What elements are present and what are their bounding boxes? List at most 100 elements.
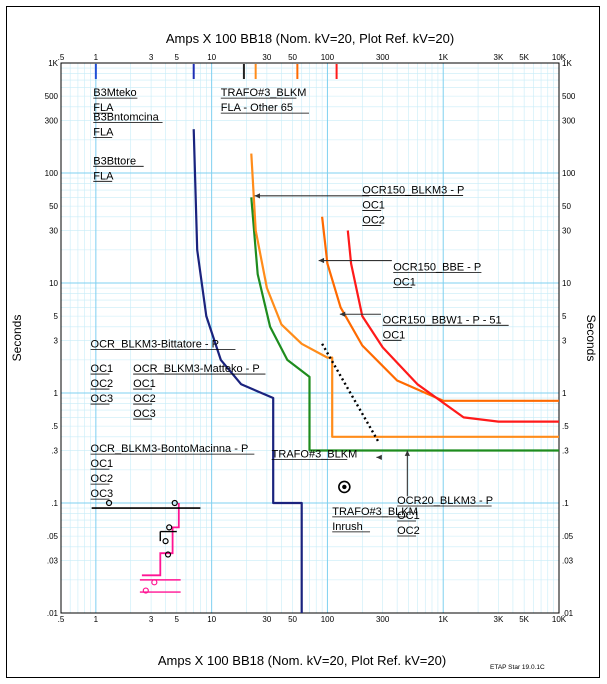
device-label-ocr150-bbw1: OCR150_BBW1 - P - 51 [383,314,502,326]
device-symbol [151,579,158,586]
device-label-ocr150-bbe: OC1 [393,276,416,288]
x-tick-label: 10K [552,53,567,62]
device-label-ocr150-blkm3: OC2 [362,215,385,227]
relay-bracket-symbol [159,530,177,542]
tcc-curve [346,230,559,423]
x-tick-label: 5K [519,615,529,624]
tcc-chart-frame: .5 .5 1 1 3 3 5 5 10 10 30 30 50 50 100 100 300 300 1K 1K 3K… [6,6,600,678]
y-tick-label-left: 50 [49,202,58,211]
y-tick-label-right: 100 [562,169,576,178]
device-label-b3mteko: FLA [93,102,114,114]
device-label-trafo3-inrush: TRAFO#3_BLKM [332,506,418,518]
chart-title-top: Amps X 100 BB18 (Nom. kV=20, Plot Ref. k… [166,31,454,46]
device-label-bittatore-ocs: OC3 [91,393,114,405]
device-symbol [166,524,173,531]
device-label-bittatore-ocs: OC2 [91,378,114,390]
inrush-dotted-line [321,343,381,444]
x-tick-label: 50 [288,53,297,62]
device-label-ocr150-blkm3: OC1 [362,200,385,212]
x-tick-label: 10K [552,615,567,624]
device-label-b3bntomcina: FLA [93,127,114,139]
x-tick-label: 5 [175,615,180,624]
device-label-ocr-blkm3-bontomacinna: OC1 [91,458,114,470]
x-tick-label: 1K [438,615,448,624]
device-label-b3bntomcina: B3Bntomcina [93,112,159,124]
x-tick-label: 3K [494,615,504,624]
x-tick-label: 100 [321,615,335,624]
y-tick-label-right: 1 [562,389,567,398]
device-symbol [142,587,149,594]
label-arrowhead [254,193,261,199]
time-current-chart: .5 .5 1 1 3 3 5 5 10 10 30 30 50 50 100 100 300 300 1K 1K 3K… [10,31,598,671]
x-tick-label: 3K [494,53,504,62]
device-label-trafo3-inrush: Inrush [332,521,363,533]
x-axis-title: Amps X 100 BB18 (Nom. kV=20, Plot Ref. k… [158,653,446,668]
y-tick-label-left: 100 [45,169,59,178]
y-tick-label-left: 500 [45,92,59,101]
device-label-ocr20-blkm3: OC1 [397,510,420,522]
y-tick-label-left: .1 [51,499,58,508]
y-tick-label-right: 10 [562,279,571,288]
y-tick-label-right: .3 [562,447,569,456]
device-label-trafo-fla: FLA - Other 65 [221,102,293,114]
y-tick-label-right: .05 [562,532,574,541]
device-label-ocr-blkm3-bittatore: OCR_BLKM3-Bittatore - P [91,338,219,350]
inrush-point-marker [338,480,351,494]
software-watermark: ETAP Star 19.0.1C [490,664,545,671]
y-axis-title-left: Seconds [10,315,24,362]
tcc-curve [250,197,559,452]
x-tick-label: 3 [149,53,154,62]
device-label-ocr150-blkm3: OCR150_BLKM3 - P [362,185,464,197]
y-tick-label-left: .01 [47,609,59,618]
x-tick-label: 50 [288,615,297,624]
x-tick-label: 30 [262,615,271,624]
device-label-ocr20-blkm3: OCR20_BLKM3 - P [397,495,493,507]
x-tick-label: 300 [376,615,390,624]
x-tick-label: 100 [321,53,335,62]
y-tick-label-left: .3 [51,447,58,456]
y-tick-label-right: 50 [562,202,571,211]
device-label-b3bttore: B3Bttore [93,155,136,167]
device-symbol [105,499,113,507]
tcc-curve [321,216,559,402]
y-tick-label-left: 5 [54,312,59,321]
tcc-curve [192,129,303,613]
y-tick-label-right: 1K [562,59,572,68]
x-tick-label: 1 [94,53,99,62]
y-tick-label-right: .5 [562,422,569,431]
x-tick-label: 1K [438,53,448,62]
device-symbol [171,499,178,507]
y-axis-title-right: Seconds [584,315,598,362]
x-tick-label: 3 [149,615,154,624]
plot-area-border [60,62,560,614]
y-tick-label-left: 10 [49,279,58,288]
y-tick-label-left: 30 [49,227,58,236]
relay-band-symbol [139,579,181,593]
device-label-ocr150-bbw1: OC1 [383,329,406,341]
label-arrowhead [339,311,346,317]
x-tick-label: .5 [58,615,65,624]
device-label-b3bttore: FLA [93,170,114,182]
device-label-trafo-fla: TRAFO#3_BLKM [221,87,307,99]
y-tick-label-right: .03 [562,557,574,566]
device-label-ocr-blkm3-bontomacinna: OC2 [91,473,114,485]
y-tick-label-left: 1K [48,59,58,68]
device-label-bittatore-ocs: OC1 [91,363,114,375]
label-arrowhead [404,450,410,456]
tcc-curve [250,153,559,438]
device-symbol [164,551,172,558]
device-label-ocr150-bbe: OCR150_BBE - P [393,261,481,273]
y-tick-label-right: 5 [562,312,567,321]
x-tick-label: .5 [58,53,65,62]
device-step-curve [141,503,180,577]
y-tick-label-right: .01 [562,609,574,618]
device-symbol [162,538,169,545]
device-label-ocr-blkm3-bontomacinna: OC3 [91,488,114,500]
device-label-ocr-blkm3-matteko: OC2 [133,393,156,405]
device-label-ocr-blkm3-bontomacinna: OCR_BLKM3-BontoMacinna - P [91,443,249,455]
inrush-point-center [342,484,347,490]
y-tick-label-left: 3 [54,337,59,346]
device-label-ocr20-blkm3: OC2 [397,525,420,537]
y-tick-label-right: .1 [562,499,569,508]
x-tick-label: 30 [262,53,271,62]
